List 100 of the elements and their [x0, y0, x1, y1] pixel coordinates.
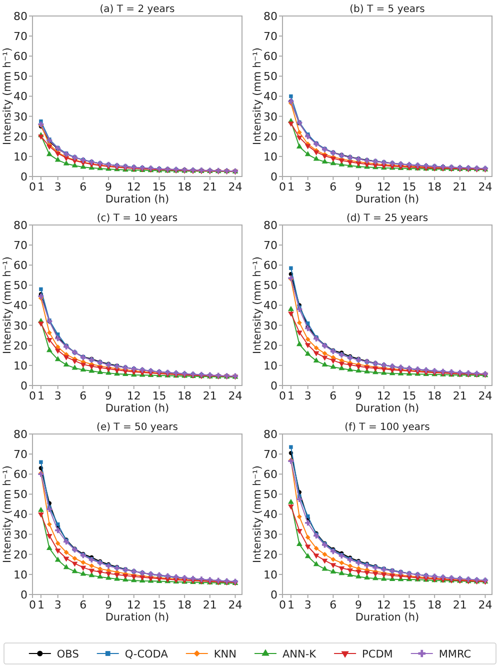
x-tick-label: 9 — [105, 390, 112, 402]
x-tick-label: 1 — [287, 598, 294, 612]
y-tick-label: 40 — [14, 90, 28, 104]
legend-label: KNN — [214, 648, 236, 660]
y-tick-label: 70 — [14, 239, 28, 252]
y-tick-label: 20 — [264, 130, 278, 144]
y-tick-label: 60 — [14, 50, 28, 64]
chart-title: (e) T = 50 years — [96, 422, 178, 433]
x-tick-label: 18 — [178, 598, 192, 612]
y-tick-label: 60 — [264, 50, 278, 64]
y-tick-label: 40 — [264, 90, 278, 104]
x-tick-label: 1 — [287, 180, 294, 194]
y-tick-label: 20 — [264, 339, 278, 352]
x-tick-label: 9 — [355, 180, 362, 194]
x-tick-label: 1 — [37, 390, 44, 402]
y-tick-label: 70 — [264, 448, 278, 462]
x-tick-label: 21 — [452, 390, 467, 402]
x-tick-label: 6 — [80, 180, 87, 194]
x-tick-label: 24 — [478, 390, 492, 402]
x-tick-label: 21 — [202, 390, 217, 402]
x-tick-label: 3 — [304, 390, 312, 402]
x-tick-label: 12 — [376, 390, 391, 402]
x-tick-label: 12 — [376, 598, 391, 612]
y-tick-label: 80 — [14, 428, 28, 441]
x-tick-label: 9 — [105, 180, 112, 194]
x-tick-label: 9 — [105, 598, 112, 612]
y-tick-label: 20 — [14, 130, 28, 144]
legend-label: ANN-K — [282, 648, 318, 660]
y-axis-title: Intensity (mm h⁻¹) — [2, 466, 14, 563]
legend-label: Q-CODA — [124, 648, 169, 660]
x-tick-label: 1 — [37, 180, 44, 194]
x-tick-label: 21 — [452, 180, 467, 194]
x-tick-label: 3 — [304, 180, 312, 194]
y-tick-label: 70 — [264, 239, 278, 252]
x-axis-title: Duration (h) — [355, 612, 420, 624]
y-tick-label: 30 — [264, 528, 278, 542]
x-tick-label: 18 — [178, 180, 192, 194]
y-tick-label: 50 — [264, 70, 278, 84]
y-tick-label: 30 — [14, 528, 28, 542]
y-tick-label: 80 — [264, 428, 278, 441]
x-tick-label: 15 — [402, 598, 416, 612]
y-tick-label: 0 — [20, 588, 28, 602]
x-tick-label: 15 — [152, 180, 166, 194]
y-tick-label: 30 — [264, 110, 278, 124]
chart-title: (c) T = 10 years — [96, 213, 178, 224]
y-axis-title: Intensity (mm h⁻¹) — [252, 466, 264, 563]
y-tick-label: 0 — [20, 379, 28, 392]
y-tick-label: 10 — [264, 568, 278, 582]
y-tick-label: 40 — [264, 299, 278, 312]
y-tick-label: 30 — [14, 319, 28, 332]
x-tick-label: 6 — [330, 598, 337, 612]
y-tick-label: 30 — [14, 110, 28, 124]
y-tick-label: 20 — [14, 548, 28, 562]
y-tick-label: 40 — [14, 508, 28, 522]
y-tick-label: 60 — [264, 468, 278, 482]
x-tick-label: 24 — [228, 180, 242, 194]
x-tick-label: 3 — [304, 598, 312, 612]
y-tick-label: 0 — [270, 379, 278, 392]
y-axis-title: Intensity (mm h⁻¹) — [2, 256, 14, 354]
x-tick-label: 21 — [202, 180, 217, 194]
y-tick-label: 50 — [14, 70, 28, 84]
x-tick-label: 0 — [29, 390, 36, 402]
y-tick-label: 10 — [14, 568, 28, 582]
y-tick-label: 30 — [264, 319, 278, 332]
legend-label: MMRC — [438, 648, 472, 660]
x-tick-label: 0 — [279, 598, 286, 612]
x-tick-label: 0 — [279, 390, 286, 402]
x-tick-label: 15 — [402, 180, 416, 194]
x-tick-label: 24 — [478, 180, 492, 194]
y-tick-label: 80 — [264, 10, 278, 23]
chart-title: (b) T = 5 years — [350, 4, 425, 15]
x-tick-label: 9 — [355, 390, 362, 402]
x-tick-label: 1 — [287, 390, 294, 402]
y-tick-label: 60 — [14, 468, 28, 482]
x-tick-label: 18 — [178, 390, 192, 402]
y-tick-label: 70 — [14, 30, 28, 44]
y-tick-label: 80 — [14, 218, 28, 232]
x-tick-label: 15 — [402, 390, 416, 402]
y-tick-label: 40 — [14, 299, 28, 312]
chart-title: (d) T = 25 years — [346, 213, 428, 224]
x-tick-label: 6 — [330, 390, 337, 402]
x-axis-title: Duration (h) — [105, 402, 170, 414]
y-tick-label: 50 — [264, 488, 278, 502]
x-tick-label: 12 — [126, 180, 141, 194]
x-tick-label: 24 — [478, 598, 492, 612]
x-tick-label: 15 — [152, 598, 166, 612]
legend-label: OBS — [56, 648, 80, 660]
legend-label: PCDM — [362, 648, 393, 660]
x-tick-label: 15 — [152, 390, 166, 402]
x-tick-label: 6 — [80, 598, 87, 612]
y-tick-label: 50 — [14, 279, 28, 292]
x-tick-label: 3 — [54, 180, 62, 194]
y-tick-label: 50 — [14, 488, 28, 502]
x-tick-label: 6 — [80, 390, 87, 402]
y-tick-label: 10 — [264, 150, 278, 164]
y-tick-label: 0 — [20, 170, 28, 184]
y-tick-label: 80 — [264, 218, 278, 232]
x-tick-label: 24 — [228, 390, 242, 402]
y-tick-label: 80 — [14, 10, 28, 23]
y-tick-label: 40 — [264, 508, 278, 522]
